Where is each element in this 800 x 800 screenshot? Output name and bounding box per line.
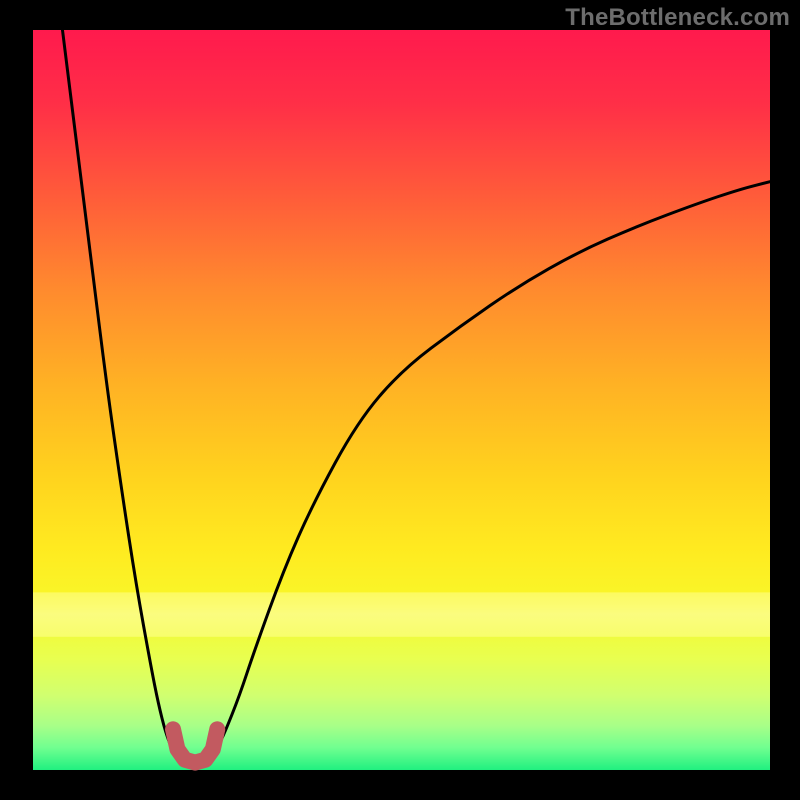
valley-marker [173, 729, 217, 762]
chart-stage: TheBottleneck.com [0, 0, 800, 800]
watermark-text: TheBottleneck.com [565, 4, 790, 32]
v-curve [62, 30, 770, 759]
plot-svg [0, 0, 800, 800]
